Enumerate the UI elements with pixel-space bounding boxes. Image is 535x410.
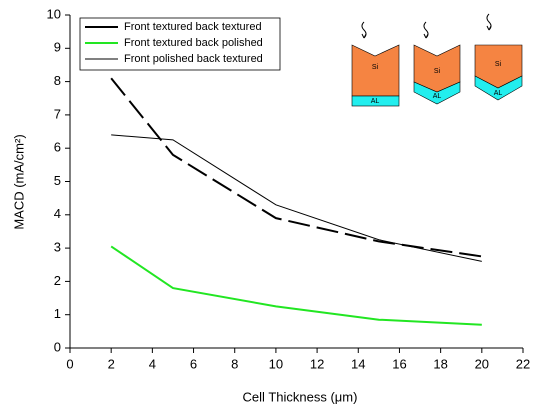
arrow [486,13,492,31]
legend-label: Front textured back textured [124,21,262,33]
y-tick-label: 0 [54,339,61,354]
x-tick-label: 2 [108,356,115,371]
legend-label: Front textured back polished [124,37,263,49]
y-tick-label: 10 [47,6,61,21]
series-line [110,245,482,326]
x-tick-label: 20 [475,356,489,371]
inset-label: Si [372,64,379,71]
y-tick-label: 4 [54,206,61,221]
al-block [474,75,523,101]
legend-label: Front polished back textured [124,53,263,65]
y-tick-label: 5 [54,173,61,188]
al-block [413,81,461,105]
y-tick-label: 6 [54,140,61,155]
y-tick-label: 2 [54,273,61,288]
insets: Si AL Si AL Si AL [351,13,523,107]
series-line [110,77,482,258]
x-tick-label: 14 [351,356,365,371]
al-block [351,95,400,107]
x-tick-label: 12 [310,356,324,371]
x-tick-label: 16 [392,356,406,371]
si-block [351,44,400,97]
arrow [361,21,367,39]
x-tick-label: 4 [149,356,156,371]
inset-label: AL [433,93,442,100]
y-axis-label: MACD (mA/cm²) [11,134,26,229]
y-tick-label: 9 [54,40,61,55]
inset-label: Si [434,68,441,75]
x-axis-label: Cell Thickness (μm) [243,389,358,404]
inset-label: AL [494,90,503,97]
x-tick-label: 18 [433,356,447,371]
x-tick-label: 22 [516,356,530,371]
y-tick-label: 8 [54,73,61,88]
arrow [423,21,429,39]
x-tick-label: 6 [190,356,197,371]
inset-label: AL [371,98,380,105]
x-tick-label: 0 [66,356,73,371]
x-tick-label: 10 [269,356,283,371]
inset-label: Si [495,61,502,68]
y-tick-label: 1 [54,306,61,321]
x-tick-label: 8 [231,356,238,371]
y-tick-label: 7 [54,106,61,121]
y-tick-label: 3 [54,240,61,255]
series-line [111,134,482,262]
